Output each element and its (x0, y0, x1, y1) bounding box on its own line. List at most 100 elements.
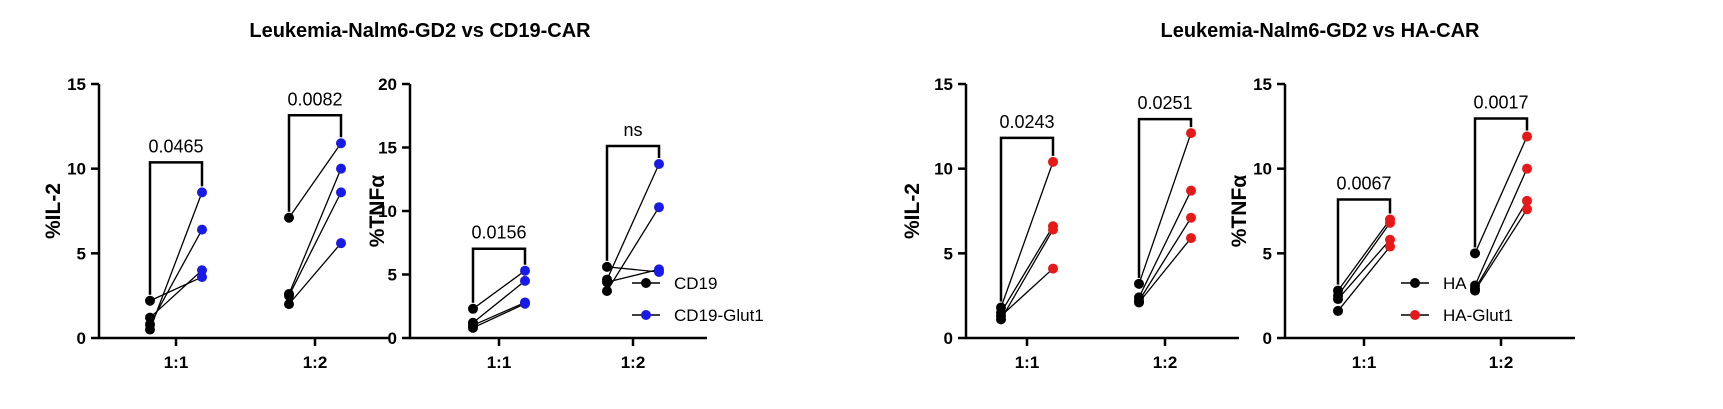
data-point-ha-glut1 (1186, 212, 1196, 223)
legend-label: HA (1443, 274, 1467, 293)
p-value-label: ns (623, 120, 642, 140)
data-point-ha-glut1 (1186, 128, 1196, 139)
y-tick-label: 0 (388, 329, 397, 348)
pair-line (472, 280, 526, 324)
data-point-ha-glut1 (1048, 224, 1058, 235)
chart-panel-3: 0 5 10 15 %IL-2 1:1 0.0243 1:2 0.0251 (901, 75, 1239, 372)
pair-line (1000, 225, 1054, 313)
significance-bracket (999, 136, 1055, 302)
data-point-ha-glut1 (1186, 185, 1196, 196)
y-tick-label: 10 (67, 160, 86, 179)
data-point-cd19-glut1 (336, 138, 346, 149)
pair-line (1337, 219, 1391, 291)
p-value-label: 0.0251 (1137, 93, 1192, 113)
legend-1: CD19 CD19-Glut1 (632, 274, 764, 325)
pair-line (1337, 222, 1391, 297)
chart-panel-1: 0 5 10 15 %IL-2 1:1 0.0465 1:2 0.0082 (42, 75, 389, 372)
legend-2: HA HA-Glut1 (1401, 274, 1513, 325)
x-tick-label: 1:1 (164, 353, 189, 372)
x-tick-label: 1:2 (1153, 353, 1178, 372)
y-axis-label: %TNFα (1228, 175, 1251, 247)
legend-label: HA-Glut1 (1443, 306, 1513, 325)
data-point-cd19-glut1 (654, 264, 664, 275)
data-point-ha-glut1 (1048, 156, 1058, 167)
data-point-cd19 (145, 295, 155, 306)
p-value-label: 0.0465 (148, 136, 203, 156)
pair-line (606, 268, 660, 283)
data-point-cd19-glut1 (520, 275, 530, 286)
data-point-ha (1333, 294, 1343, 305)
data-point-cd19-glut1 (520, 265, 530, 276)
y-tick-label: 15 (1253, 75, 1272, 94)
significance-bracket (1473, 117, 1529, 248)
y-tick-label: 0 (77, 329, 86, 348)
data-point-ha-glut1 (1048, 263, 1058, 274)
pair-line (1474, 168, 1528, 286)
pair-line (1337, 246, 1391, 312)
y-tick-label: 5 (944, 244, 953, 263)
legend-label: CD19 (674, 274, 717, 293)
y-tick-label: 5 (1263, 244, 1272, 263)
pair-line (1138, 190, 1192, 298)
pair-line (149, 192, 203, 330)
y-tick-label: 0 (1263, 329, 1272, 348)
pair-line (1337, 239, 1391, 300)
data-point-cd19 (602, 286, 612, 297)
data-point-cd19 (145, 324, 155, 335)
y-tick-label: 15 (378, 139, 397, 158)
y-axis-label: %IL-2 (42, 183, 65, 239)
data-point-ha (1470, 285, 1480, 296)
x-tick-label: 1:2 (303, 353, 328, 372)
data-point-ha (1134, 278, 1144, 289)
pair-line (288, 142, 342, 219)
pair-line (149, 229, 203, 325)
pair-line (149, 276, 203, 302)
p-value-label: 0.0067 (1336, 173, 1391, 193)
significance-bracket (1137, 117, 1193, 278)
data-point-ha-glut1 (1522, 163, 1532, 174)
pair-line (1000, 268, 1054, 317)
data-point-ha-glut1 (1385, 241, 1395, 252)
data-point-cd19 (468, 322, 478, 333)
p-value-label: 0.0017 (1473, 92, 1528, 112)
p-value-label: 0.0243 (999, 112, 1054, 132)
data-point-cd19-glut1 (197, 187, 207, 198)
pair-line (1138, 237, 1192, 303)
data-point-ha (1134, 297, 1144, 308)
data-point-cd19-glut1 (520, 298, 530, 309)
significance-bracket (287, 114, 343, 212)
x-tick-label: 1:2 (621, 353, 646, 372)
data-point-ha (1333, 305, 1343, 316)
pair-line (472, 270, 526, 310)
y-tick-label: 10 (934, 160, 953, 179)
y-tick-label: 5 (77, 244, 86, 263)
pair-line (288, 192, 342, 296)
data-point-ha-glut1 (1186, 233, 1196, 244)
y-tick-label: 15 (934, 75, 953, 94)
data-point-ha (1470, 248, 1480, 259)
data-point-cd19-glut1 (654, 159, 664, 170)
chart-panel-4: 0 5 10 15 %TNFα 1:1 0.0067 1:2 0.0017 (1228, 75, 1575, 372)
data-point-cd19-glut1 (336, 238, 346, 249)
data-point-cd19-glut1 (336, 187, 346, 198)
significance-bracket (1336, 198, 1392, 285)
data-point-cd19 (602, 261, 612, 272)
chart-title-right: Leukemia-Nalm6-GD2 vs HA-CAR (1160, 20, 1480, 42)
data-point-cd19 (468, 303, 478, 314)
data-point-cd19 (284, 299, 294, 310)
pair-line (1000, 161, 1054, 308)
significance-bracket (605, 144, 661, 261)
x-tick-label: 1:2 (1489, 353, 1514, 372)
data-point-cd19 (284, 290, 294, 301)
data-point-ha (996, 314, 1006, 325)
pair-line (1138, 217, 1192, 302)
data-point-cd19-glut1 (654, 202, 664, 213)
pair-line (1474, 208, 1528, 291)
data-point-ha-glut1 (1522, 195, 1532, 206)
pair-line (1000, 229, 1054, 320)
y-tick-label: 10 (1253, 160, 1272, 179)
x-tick-label: 1:1 (1015, 353, 1040, 372)
legend-label: CD19-Glut1 (674, 306, 764, 325)
pair-line (1138, 132, 1192, 285)
